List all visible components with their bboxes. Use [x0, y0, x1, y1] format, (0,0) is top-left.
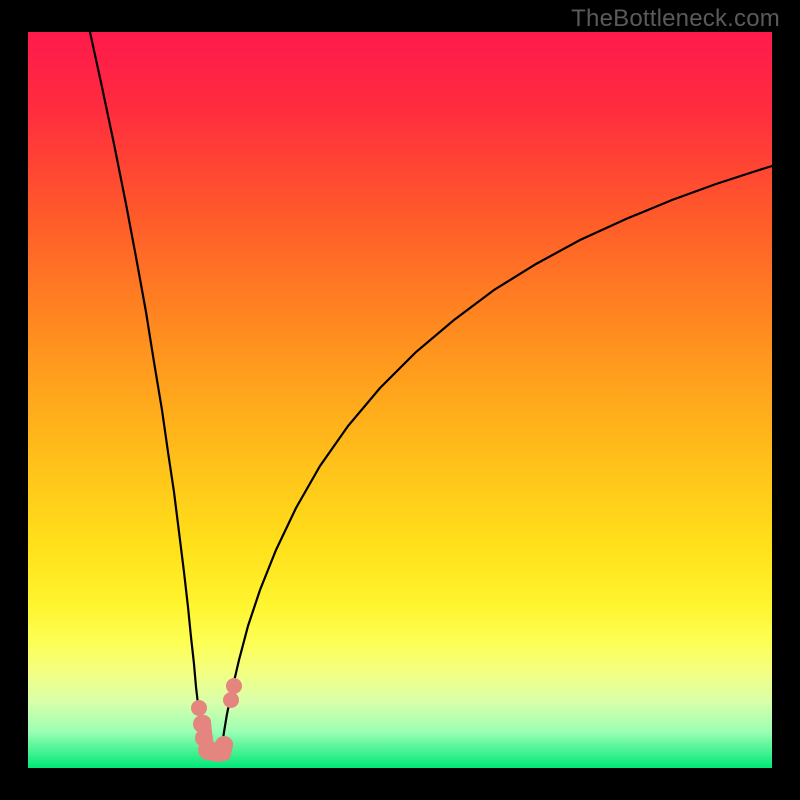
valley-marker-dot [215, 736, 233, 754]
chart-svg [28, 32, 772, 768]
valley-marker-dot [226, 678, 242, 694]
valley-marker-dot [191, 700, 207, 716]
valley-marker-dot [223, 692, 239, 708]
watermark-text: TheBottleneck.com [571, 5, 780, 33]
gradient-background [28, 32, 772, 768]
plot-area [28, 32, 772, 768]
